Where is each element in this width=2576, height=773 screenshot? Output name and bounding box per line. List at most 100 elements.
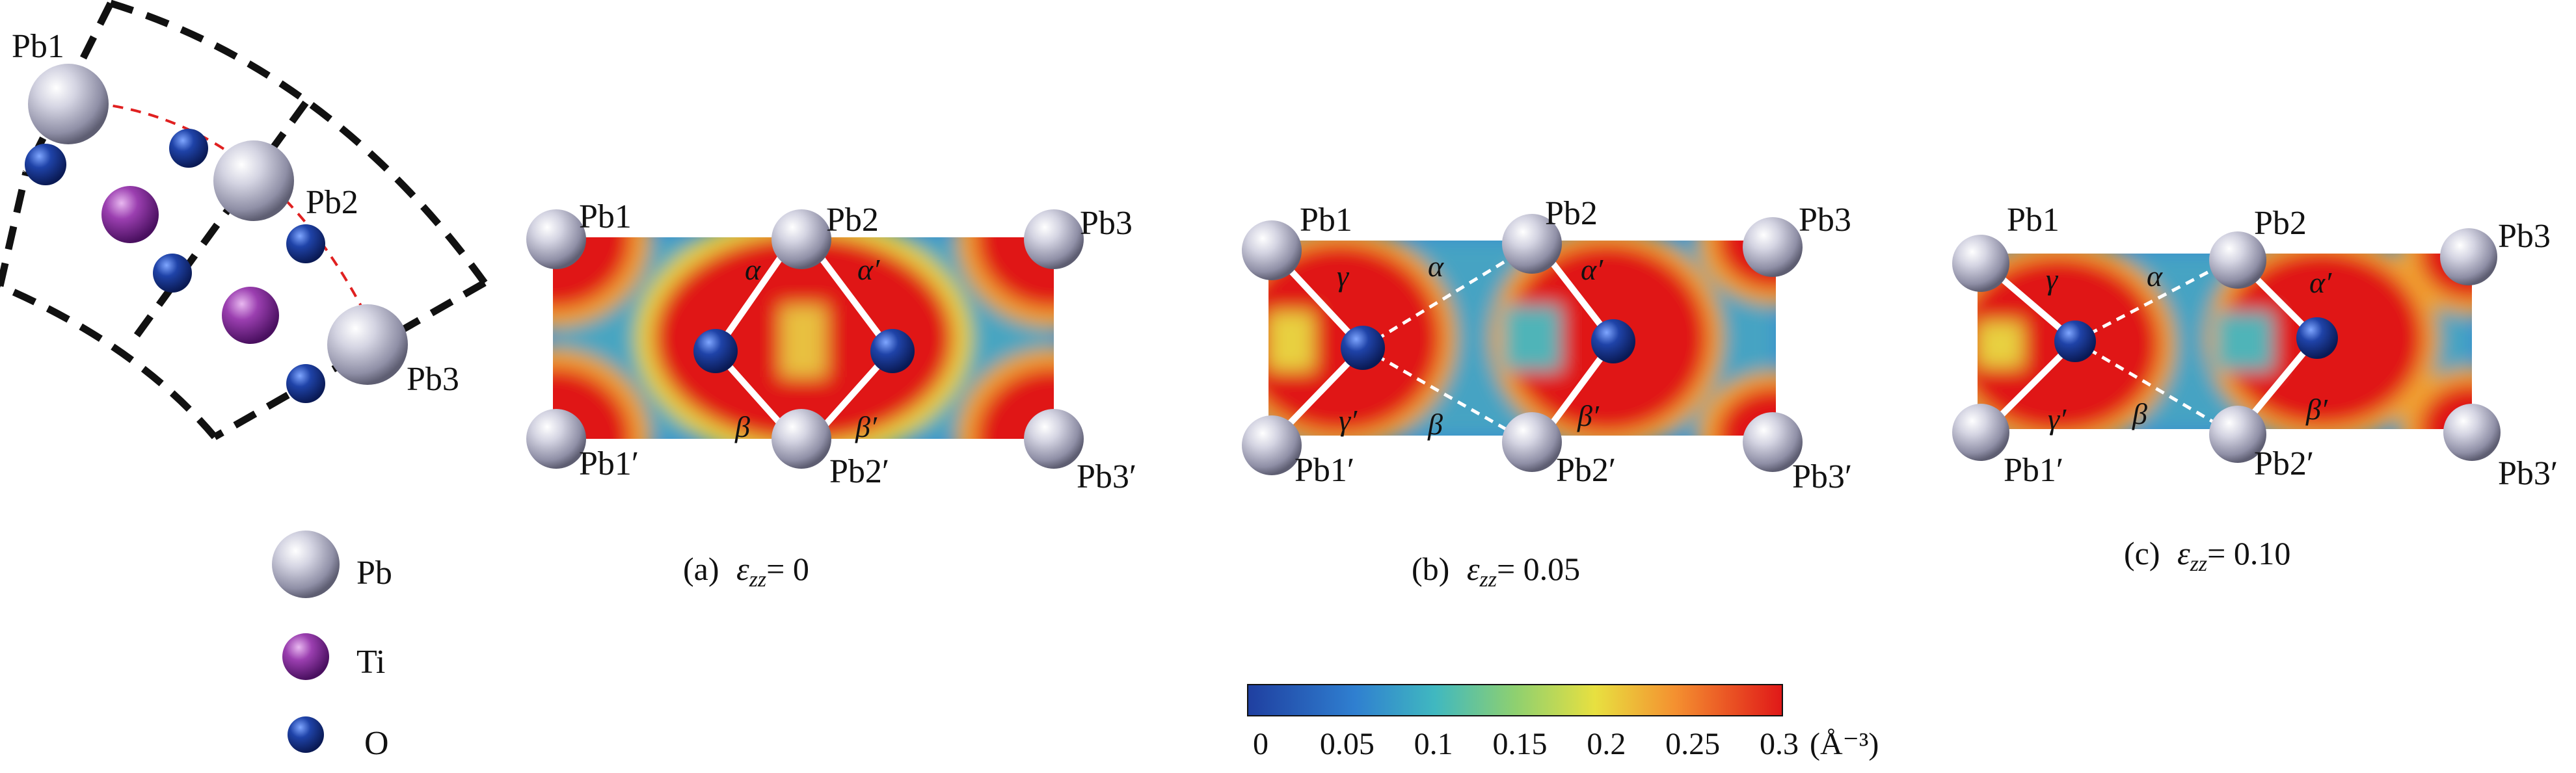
caption-c: (c) εzz= 0.10 [2124, 535, 2290, 576]
caption-b-value: = 0.05 [1497, 551, 1580, 587]
caption-a-sub: zz [749, 568, 766, 592]
o-atom [153, 254, 192, 293]
legend-label-ti: Ti [356, 644, 385, 681]
o-atom [870, 329, 915, 373]
colorbar-tick-label: 0.3 [1760, 727, 1799, 761]
label-b-br: Pb3′ [1792, 458, 1852, 495]
pb-atom-bl [1952, 404, 2009, 461]
angle-b-alpha: α [1428, 250, 1444, 283]
legend-pb-atom [272, 531, 340, 598]
caption-c-prefix: (c) [2124, 535, 2160, 571]
angle-c-gamma: γ [2046, 263, 2059, 296]
pb-atom-tm [1502, 214, 1562, 274]
pb-chain-dashed-curve [58, 99, 379, 339]
legend-label-o: O [364, 725, 389, 762]
label-c-tr: Pb3 [2498, 218, 2551, 255]
colorbar-tick-label: 0.1 [1414, 727, 1453, 761]
unit-cell-label-pb1: Pb1 [12, 28, 64, 65]
label-b-bl: Pb1′ [1295, 452, 1354, 489]
angle-b-beta-prime: β′ [1577, 399, 1600, 432]
colorbar-tick-label: 0.15 [1493, 727, 1548, 761]
caption-a-prefix: (a) [683, 551, 719, 587]
o-atom [693, 329, 738, 373]
label-a-tr: Pb3 [1080, 205, 1133, 242]
pb-atom-tr [1024, 209, 1084, 269]
pb-atom [327, 304, 408, 385]
panel-a: Pb1 Pb2 Pb3 Pb1′ Pb2′ Pb3′ α α′ β β′ (a)… [526, 198, 1136, 592]
angle-c-gamma-prime: γ′ [2048, 402, 2067, 436]
pb-atom-bm [771, 409, 831, 469]
legend-ti-atom [282, 633, 329, 680]
label-c-tl: Pb1 [2007, 202, 2059, 239]
label-a-tl: Pb1 [579, 198, 632, 235]
angle-b-beta: β [1427, 408, 1443, 441]
label-a-tm: Pb2 [826, 202, 879, 239]
colorbar-ticks: 0 0.05 0.1 0.15 0.2 0.25 0.3 [1253, 727, 1799, 761]
o-atom [1591, 319, 1635, 363]
label-b-tr: Pb3 [1799, 202, 1851, 239]
caption-a-value: = 0 [766, 551, 809, 587]
angle-a-beta: β [734, 410, 750, 443]
label-b-tm: Pb2 [1545, 195, 1598, 232]
pb-atom-tr [1743, 217, 1803, 277]
colorbar-tick-label: 0.05 [1320, 727, 1375, 761]
caption-c-symbol: ε [2177, 535, 2190, 571]
angle-c-alpha-prime: α′ [2309, 266, 2332, 299]
dashed-bonds-c [2074, 258, 2233, 434]
label-b-bm: Pb2′ [1556, 452, 1616, 489]
pb-atom-tl [1952, 235, 2009, 292]
legend-o-atom [288, 716, 324, 753]
unit-cell-label-pb3: Pb3 [407, 361, 459, 398]
colorbar-tick-label: 0 [1253, 727, 1268, 761]
o-atom [1341, 326, 1385, 370]
label-c-tm: Pb2 [2254, 205, 2307, 242]
pb-atom-bm [1502, 412, 1562, 472]
ti-atom [222, 287, 279, 344]
label-b-tl: Pb1 [1300, 202, 1352, 239]
angle-b-alpha-prime: α′ [1581, 253, 1603, 286]
unit-cell-label-pb2: Pb2 [306, 184, 358, 221]
label-c-bl: Pb1′ [2004, 452, 2063, 489]
o-atom [25, 144, 66, 185]
panel-c: Pb1 Pb2 Pb3 Pb1′ Pb2′ Pb3′ γ γ′ α α′ β β… [1952, 202, 2558, 576]
colorbar: 0 0.05 0.1 0.15 0.2 0.25 0.3 (Å⁻³) [1247, 684, 1879, 761]
colorbar-gradient [1247, 684, 1783, 716]
panel-b: Pb1 Pb2 Pb3 Pb1′ Pb2′ Pb3′ γ γ′ α α′ β β… [1242, 195, 1852, 592]
label-c-br: Pb3′ [2498, 455, 2558, 492]
pb-atom-br [1024, 409, 1084, 469]
unit-cell-sketch: Pb1 Pb2 Pb3 [0, 0, 488, 440]
angle-c-alpha: α [2147, 259, 2163, 293]
pb-atom-bl [526, 409, 586, 469]
pb-atom-bl [1242, 415, 1302, 475]
o-atom [2296, 317, 2338, 359]
o-atom [2054, 321, 2096, 362]
caption-a-symbol: ε [736, 551, 749, 587]
ti-atom [101, 186, 159, 243]
caption-a: (a) εzz= 0 [683, 551, 809, 592]
o-atom [286, 224, 325, 263]
pb-atom-tm [771, 209, 831, 269]
label-a-br: Pb3′ [1077, 458, 1136, 495]
angle-b-gamma-prime: γ′ [1339, 404, 1358, 437]
dashed-bonds-b [1362, 245, 1530, 444]
pb-atom [28, 64, 109, 144]
atom-legend: Pb Ti O [272, 531, 392, 762]
caption-b-prefix: (b) [1412, 551, 1449, 587]
density-map-a [553, 237, 1054, 439]
colorbar-tick-label: 0.25 [1665, 727, 1720, 761]
pb-atom-br [2443, 404, 2501, 461]
pb-atom-tr [2440, 228, 2497, 285]
o-atom [169, 129, 208, 168]
pb-atom-tl [526, 209, 586, 269]
pb-atom-bm [2209, 406, 2266, 463]
colorbar-tick-label: 0.2 [1587, 727, 1626, 761]
colorbar-unit: (Å⁻³) [1810, 727, 1879, 761]
angle-c-beta: β [2132, 397, 2147, 430]
label-c-bm: Pb2′ [2254, 445, 2314, 482]
pb-atom-br [1743, 412, 1803, 472]
angle-c-beta-prime: β′ [2305, 393, 2328, 426]
caption-c-value: = 0.10 [2207, 535, 2290, 571]
caption-b: (b) εzz= 0.05 [1412, 551, 1580, 592]
angle-a-alpha: α [745, 253, 761, 286]
